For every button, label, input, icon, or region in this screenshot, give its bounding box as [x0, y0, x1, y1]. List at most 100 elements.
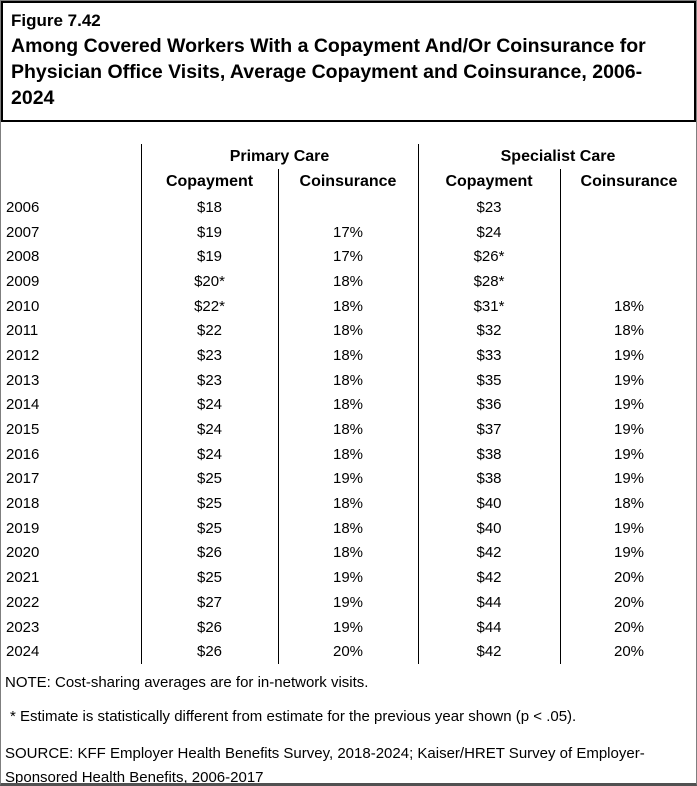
specialist-copayment-cell: $38 [476, 470, 502, 488]
primary-coinsurance-cell: 18% [332, 495, 364, 513]
table-row: 2021 $25 19% $42 20% [1, 565, 696, 590]
specialist-copayment-cell: $42 [476, 544, 502, 562]
group-header-specialist-care: Specialist Care [500, 147, 616, 165]
primary-copayment-cell: $24 [196, 445, 223, 463]
primary-copayment-cell: $25 [196, 470, 223, 488]
specialist-coinsurance-cell: 19% [613, 396, 645, 414]
source-note-line-1: SOURCE: KFF Employer Health Benefits Sur… [5, 745, 645, 763]
year-cell: 2024 [6, 643, 40, 661]
primary-copayment-cell: $27 [196, 593, 223, 611]
primary-copayment-cell: $25 [196, 495, 223, 513]
specialist-copayment-cell: $44 [476, 593, 502, 611]
asterisk-note: * Estimate is statistically different fr… [10, 708, 577, 726]
primary-copayment-cell: $26 [196, 544, 223, 562]
primary-copayment-cell: $26 [196, 618, 223, 636]
primary-copayment-cell: $22 [196, 322, 223, 340]
group-header-primary-care: Primary Care [229, 147, 330, 165]
table-row: 2016 $24 18% $38 19% [1, 442, 696, 467]
primary-coinsurance-cell: 19% [332, 569, 364, 587]
primary-copayment-cell: $20* [194, 272, 225, 290]
table-row: 2013 $23 18% $35 19% [1, 368, 696, 393]
primary-coinsurance-cell: 18% [332, 421, 364, 439]
primary-coinsurance-cell: 18% [332, 544, 364, 562]
specialist-coinsurance-cell: 19% [613, 421, 645, 439]
primary-coinsurance-cell: 18% [332, 371, 364, 389]
primary-copayment-cell: $25 [196, 569, 223, 587]
primary-coinsurance-cell: 18% [332, 322, 364, 340]
specialist-coinsurance-cell: 20% [613, 569, 645, 587]
table-row: 2019 $25 18% $40 19% [1, 516, 696, 541]
year-cell: 2016 [6, 445, 40, 463]
primary-coinsurance-cell: 18% [332, 297, 364, 315]
year-cell: 2009 [6, 272, 40, 290]
title-box: Figure 7.42 Among Covered Workers With a… [1, 1, 696, 122]
figure-title-line-2: Physician Office Visits, Average Copayme… [11, 61, 643, 83]
table-row: 2022 $27 19% $44 20% [1, 590, 696, 615]
specialist-copayment-cell: $26* [473, 248, 505, 266]
specialist-copayment-cell: $23 [476, 198, 502, 216]
table-rows: 2006 $18 $23 2007 $19 17% $24 2008 $19 1… [1, 195, 696, 664]
specialist-coinsurance-cell: 19% [613, 544, 645, 562]
specialist-coinsurance-cell: 19% [613, 371, 645, 389]
primary-copayment-cell: $24 [196, 396, 223, 414]
table-row: 2024 $26 20% $42 20% [1, 639, 696, 664]
primary-coinsurance-cell: 18% [332, 272, 364, 290]
specialist-copayment-cell: $38 [476, 445, 502, 463]
primary-copayment-cell: $18 [196, 198, 223, 216]
table-row: 2014 $24 18% $36 19% [1, 393, 696, 418]
primary-copayment-cell: $26 [196, 643, 223, 661]
specialist-copayment-cell: $44 [476, 618, 502, 636]
specialist-coinsurance-cell: 20% [613, 618, 645, 636]
sub-header-row: Copayment Coinsurance Copayment Coinsura… [1, 169, 696, 195]
primary-copayment-cell: $22* [194, 297, 225, 315]
subheader-primary-coinsurance: Coinsurance [299, 173, 397, 190]
specialist-coinsurance-cell: 19% [613, 445, 645, 463]
table-row: 2006 $18 $23 [1, 195, 696, 220]
year-cell: 2021 [6, 569, 40, 587]
primary-coinsurance-cell: 20% [332, 643, 364, 661]
specialist-copayment-cell: $42 [476, 643, 502, 661]
specialist-copayment-cell: $35 [476, 371, 502, 389]
primary-copayment-cell: $19 [196, 248, 223, 266]
specialist-coinsurance-cell: 19% [613, 519, 645, 537]
primary-coinsurance-cell: 18% [332, 346, 364, 364]
year-cell: 2008 [6, 248, 40, 266]
table-row: 2017 $25 19% $38 19% [1, 467, 696, 492]
specialist-coinsurance-cell: 18% [613, 297, 645, 315]
source-note: SOURCE: KFF Employer Health Benefits Sur… [5, 742, 688, 786]
specialist-copayment-cell: $24 [476, 223, 502, 241]
specialist-coinsurance-cell: 19% [613, 346, 645, 364]
year-cell: 2023 [6, 618, 40, 636]
table-row: 2008 $19 17% $26* [1, 244, 696, 269]
specialist-copayment-cell: $40 [476, 519, 502, 537]
figure-title: Among Covered Workers With a Copayment A… [11, 33, 684, 111]
primary-coinsurance-cell: 18% [332, 519, 364, 537]
specialist-copayment-cell: $42 [476, 569, 502, 587]
figure-title-line-3: 2024 [11, 87, 55, 109]
column-divider [278, 169, 279, 664]
table-row: 2007 $19 17% $24 [1, 220, 696, 245]
table-row: 2011 $22 18% $32 18% [1, 318, 696, 343]
year-cell: 2015 [6, 421, 40, 439]
year-cell: 2014 [6, 396, 40, 414]
source-note-line-2: Sponsored Health Benefits, 2006-2017 [5, 769, 264, 786]
primary-coinsurance-cell: 17% [332, 223, 364, 241]
table-row: 2009 $20* 18% $28* [1, 269, 696, 294]
column-divider [141, 144, 142, 664]
year-cell: 2010 [6, 297, 40, 315]
table-row: 2010 $22* 18% $31* 18% [1, 294, 696, 319]
primary-coinsurance-cell: 18% [332, 445, 364, 463]
subheader-specialist-coinsurance: Coinsurance [580, 173, 678, 190]
specialist-copayment-cell: $36 [476, 396, 502, 414]
table-row: 2023 $26 19% $44 20% [1, 615, 696, 640]
primary-copayment-cell: $19 [196, 223, 223, 241]
primary-copayment-cell: $23 [196, 346, 223, 364]
figure-title-line-1: Among Covered Workers With a Copayment A… [11, 35, 646, 57]
table-row: 2020 $26 18% $42 19% [1, 541, 696, 566]
year-cell: 2012 [6, 346, 40, 364]
specialist-copayment-cell: $31* [473, 297, 505, 315]
specialist-copayment-cell: $33 [476, 346, 502, 364]
primary-coinsurance-cell: 19% [332, 470, 364, 488]
primary-coinsurance-cell: 19% [332, 618, 364, 636]
specialist-coinsurance-cell: 19% [613, 470, 645, 488]
